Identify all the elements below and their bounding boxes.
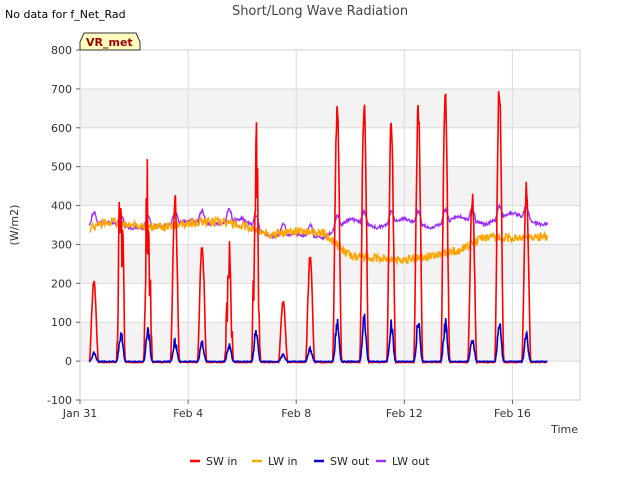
plot-band [80, 166, 580, 206]
x-tick-label: Feb 16 [494, 407, 531, 420]
y-tick-label: -100 [47, 394, 72, 407]
y-axis-ticks: -100 0 100 200 300 400 500 600 700 800 [47, 44, 80, 407]
plot-frame [79, 49, 581, 401]
chart-title: Short/Long Wave Radiation [232, 4, 408, 19]
plot-band [80, 283, 580, 323]
y-tick-label: 100 [51, 316, 72, 329]
series-line-sw-out [88, 313, 548, 364]
y-tick-label: 500 [51, 161, 72, 174]
y-tick-label: 700 [51, 83, 72, 96]
y-tick-label: 200 [51, 277, 72, 290]
y-tick-label: 800 [51, 44, 72, 57]
y-tick-label: 400 [51, 200, 72, 213]
y-tick-label: 600 [51, 122, 72, 135]
x-axis-label: Time [550, 423, 578, 436]
legend: SW in LW in SW out LW out [190, 455, 430, 468]
plot-band [80, 88, 580, 128]
x-tick-label: Feb 4 [173, 407, 203, 420]
x-tick-label: Feb 12 [386, 407, 423, 420]
badge-label: VR_met [86, 36, 133, 49]
x-tick-label: Jan 31 [62, 407, 97, 420]
y-tick-label: 300 [51, 238, 72, 251]
x-tick-label: Feb 8 [281, 407, 311, 420]
y-tick-label: 0 [65, 355, 72, 368]
plot-band [80, 322, 580, 362]
legend-label: LW in [268, 455, 298, 468]
legend-label: LW out [392, 455, 430, 468]
plot-band [80, 361, 580, 400]
series-lines [88, 91, 548, 365]
plot-band [80, 50, 580, 89]
legend-label: SW in [206, 455, 237, 468]
no-data-notice: No data for f_Net_Rad [5, 8, 126, 21]
legend-label: SW out [330, 455, 370, 468]
plot-band [80, 244, 580, 284]
vr-met-badge: VR_met [79, 32, 141, 51]
y-axis-label: (W/m2) [8, 205, 21, 246]
plot-band [80, 127, 580, 167]
x-axis-ticks: Jan 31 Feb 4 Feb 8 Feb 12 Feb 16 [62, 400, 531, 420]
